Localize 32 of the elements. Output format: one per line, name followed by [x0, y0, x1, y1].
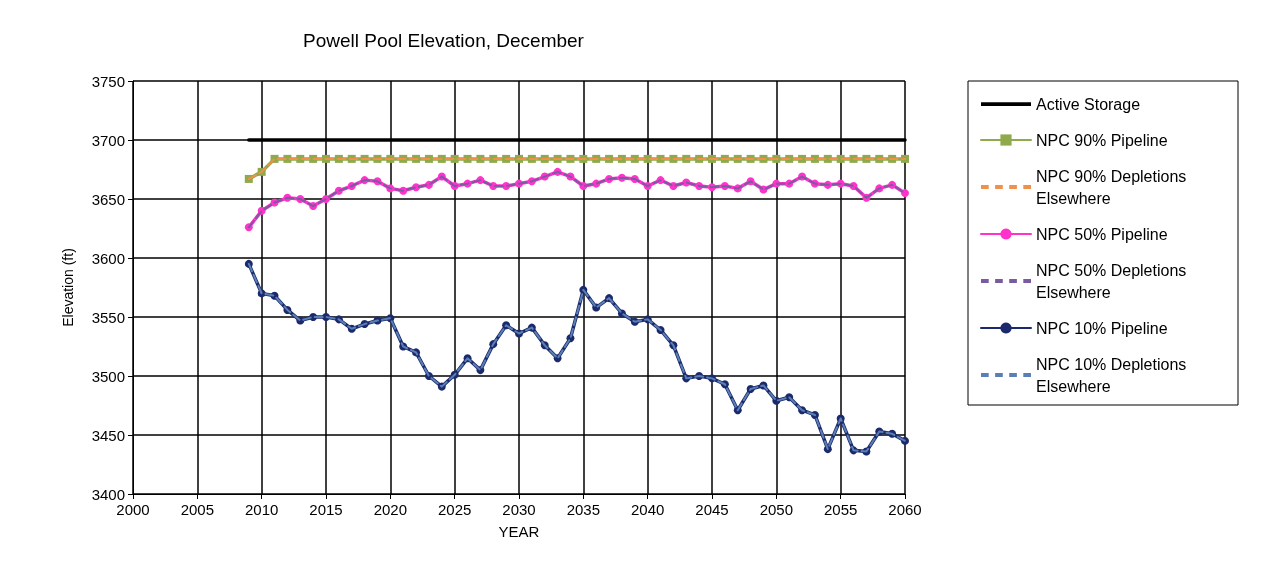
- x-tick-label: 2005: [180, 501, 215, 518]
- x-tick-label: 2050: [759, 501, 794, 518]
- x-tick-label: 2060: [888, 501, 922, 518]
- y-tick-label: 3650: [91, 190, 125, 208]
- x-tick-label: 2055: [823, 501, 858, 518]
- legend-label: NPC 10% Depletions Elsewhere: [1036, 355, 1191, 395]
- x-tick-label: 2020: [373, 501, 408, 518]
- y-tick-label: 3400: [91, 485, 125, 503]
- y-tick-label: 3450: [91, 426, 125, 444]
- x-tick-label: 2000: [116, 501, 150, 518]
- y-tick-label: 3750: [91, 72, 125, 90]
- x-tick-label: 2015: [309, 501, 343, 518]
- point: [901, 189, 909, 198]
- x-tick-label: 2045: [695, 501, 729, 518]
- y-axis-title: Elevation (ft): [60, 248, 76, 327]
- y-tick-label: 3500: [91, 367, 125, 385]
- x-tick-label: 2040: [630, 501, 665, 518]
- legend-label: NPC 50% Depletions Elsewhere: [1036, 261, 1191, 301]
- legend-label: NPC 10% Pipeline: [1036, 319, 1168, 337]
- y-tick-label: 3600: [91, 249, 125, 267]
- legend-label: NPC 90% Pipeline: [1036, 131, 1168, 149]
- y-tick-label: 3700: [91, 131, 125, 149]
- legend-label: Active Storage: [1036, 95, 1141, 113]
- x-tick-label: 2030: [502, 501, 536, 518]
- chart-title: Powell Pool Elevation, December: [303, 30, 585, 51]
- legend-label: NPC 50% Pipeline: [1036, 225, 1168, 243]
- x-tick-label: 2010: [244, 501, 279, 518]
- x-tick-label: 2035: [566, 501, 601, 518]
- y-tick-label: 3550: [91, 308, 125, 326]
- x-tick-label: 2025: [437, 501, 472, 518]
- legend-label: NPC 90% Depletions Elsewhere: [1036, 167, 1191, 207]
- x-axis-title: YEAR: [498, 523, 540, 540]
